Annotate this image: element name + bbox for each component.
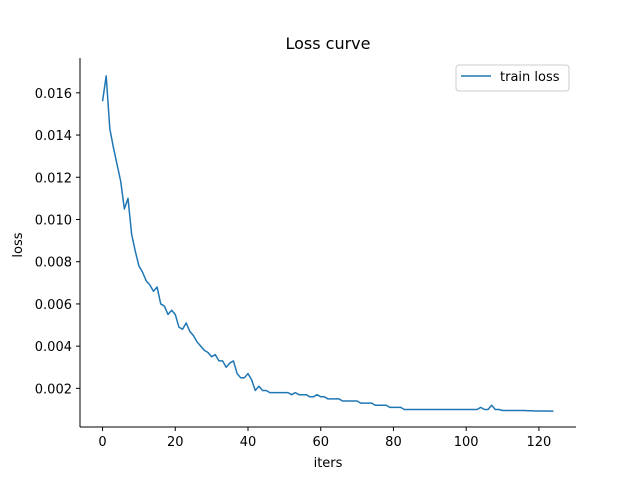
x-tick-label: 80 xyxy=(385,435,402,450)
x-tick-label: 100 xyxy=(454,435,479,450)
y-tick-label: 0.010 xyxy=(35,213,72,228)
x-tick-label: 60 xyxy=(312,435,329,450)
plot-area xyxy=(101,75,554,412)
y-axis: 0.002 0.004 0.006 0.008 0.010 0.012 0.014 0.016 xyxy=(35,87,80,397)
x-tick-label: 0 xyxy=(98,435,106,450)
y-tick-label: 0.006 xyxy=(35,298,72,313)
x-axis-label: iters xyxy=(314,456,343,471)
x-tick-label: 120 xyxy=(526,435,551,450)
y-tick-label: 0.002 xyxy=(35,382,72,397)
y-tick-label: 0.004 xyxy=(35,340,72,355)
y-tick-label: 0.008 xyxy=(35,256,72,271)
y-tick-label: 0.014 xyxy=(35,129,72,144)
y-tick-label: 0.016 xyxy=(35,87,72,102)
chart-title: Loss curve xyxy=(285,34,370,53)
x-tick-label: 40 xyxy=(240,435,257,450)
x-tick-label: 20 xyxy=(167,435,184,450)
legend-box xyxy=(455,64,570,92)
legend-label: train loss xyxy=(500,70,560,85)
y-axis-label: loss xyxy=(11,232,26,257)
x-axis: 0 20 40 60 80 100 120 xyxy=(98,427,551,450)
series-line-train-loss xyxy=(101,75,554,412)
y-tick-label: 0.012 xyxy=(35,171,72,186)
legend: train loss xyxy=(455,64,570,92)
